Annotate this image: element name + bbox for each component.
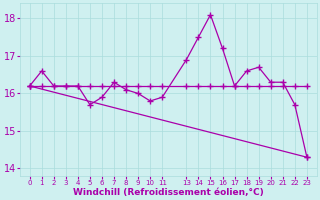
X-axis label: Windchill (Refroidissement éolien,°C): Windchill (Refroidissement éolien,°C) [73, 188, 264, 197]
